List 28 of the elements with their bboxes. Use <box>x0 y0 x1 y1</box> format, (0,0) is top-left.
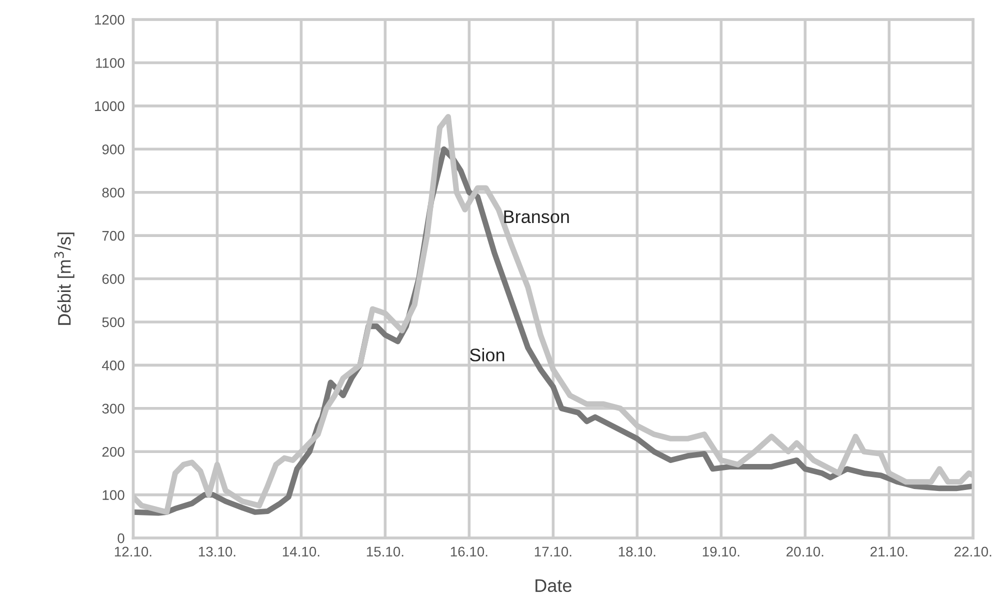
y-tick-label: 100 <box>102 490 124 500</box>
x-tick-label: 19.10. <box>702 546 740 557</box>
y-tick-label: 1100 <box>96 58 124 68</box>
x-tick-label: 16.10. <box>450 546 488 557</box>
x-tick-label: 15.10. <box>366 546 404 557</box>
x-tick-label: 22.10. <box>954 546 992 557</box>
x-tick-label: 18.10. <box>618 546 656 557</box>
x-tick-label: 12.10. <box>114 546 152 557</box>
x-tick-label: 21.10. <box>870 546 908 557</box>
x-axis-title: Date <box>536 579 572 592</box>
y-tick-label: 500 <box>102 317 124 328</box>
x-tick-label: 20.10. <box>786 546 824 557</box>
y-tick-label: 0 <box>118 533 124 544</box>
x-tick-label: 17.10. <box>534 546 572 557</box>
y-tick-label: 700 <box>102 230 124 241</box>
series-label: Branson <box>504 210 569 224</box>
y-tick-label: 300 <box>102 404 124 414</box>
y-tick-label: 1000 <box>95 101 124 112</box>
y-axis-title: Débit [m$^{3}$/s] <box>54 232 74 325</box>
y-tick-label: 800 <box>102 188 124 198</box>
y-tick-label: 1200 <box>95 14 124 25</box>
y-tick-label: 400 <box>102 360 124 370</box>
series-label: Sion <box>470 348 504 362</box>
x-tick-label: 14.10. <box>282 546 320 557</box>
y-tick-label: 900 <box>102 144 124 154</box>
y-tick-label: 600 <box>102 274 124 284</box>
y-tick-label: 200 <box>102 446 124 457</box>
x-tick-label: 13.10. <box>198 546 236 557</box>
